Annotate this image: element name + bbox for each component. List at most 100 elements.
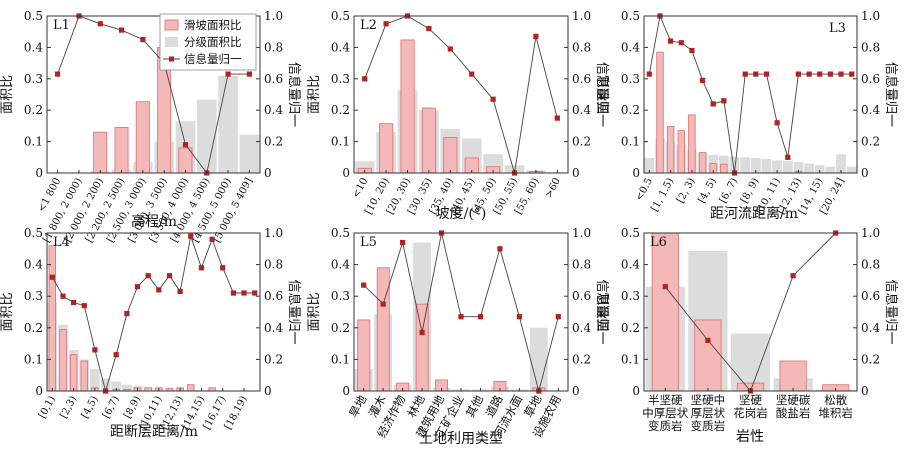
x-axis-title: 距断层距离/m bbox=[110, 423, 198, 440]
landslide-ratio-bars bbox=[656, 51, 803, 174]
landslide-ratio-bar bbox=[48, 245, 56, 392]
info-norm-marker bbox=[849, 71, 855, 77]
left-y-tick-label: 0.4 bbox=[24, 40, 43, 54]
right-y-tick-label: 0.8 bbox=[264, 258, 283, 272]
right-y-tick-label: 0.4 bbox=[264, 103, 283, 117]
landslide-ratio-bar bbox=[720, 163, 728, 174]
left-y-tick-label: 0 bbox=[342, 166, 350, 180]
left-y-axis: 0 0.1 0.2 0.3 0.4 0.5 bbox=[24, 9, 51, 180]
right-y-tick-label: 0 bbox=[572, 384, 580, 398]
right-y-tick-label: 0.2 bbox=[264, 352, 283, 366]
panel-tag: L5 bbox=[360, 235, 377, 250]
right-y-axis: 0 0.2 0.4 0.6 0.8 1.0 bbox=[853, 9, 880, 180]
class-ratio-bar bbox=[825, 166, 836, 173]
right-y-tick-label: 0.4 bbox=[572, 103, 591, 117]
left-y-tick-label: 0.3 bbox=[621, 72, 640, 86]
right-y-tick-label: 0.4 bbox=[861, 321, 880, 335]
info-norm-line bbox=[57, 15, 250, 175]
left-y-axis-title: 面积比 bbox=[0, 292, 15, 331]
info-norm-marker bbox=[426, 26, 432, 32]
class-ratio-bar bbox=[814, 165, 825, 173]
right-y-tick-label: 0.6 bbox=[264, 289, 283, 303]
class-ratio-bars bbox=[47, 302, 260, 391]
info-norm-marker bbox=[490, 96, 496, 102]
legend-label-landslide: 滑坡面积比 bbox=[184, 18, 242, 32]
class-ratio-bar bbox=[750, 157, 761, 173]
class-ratio-bar bbox=[730, 333, 771, 391]
info-norm-marker bbox=[795, 71, 801, 77]
info-norm-marker bbox=[678, 40, 684, 46]
right-y-axis: 0 0.2 0.4 0.6 0.8 1.0 bbox=[256, 226, 283, 398]
landslide-ratio-bar bbox=[357, 319, 371, 392]
right-y-tick-label: 0.6 bbox=[572, 72, 591, 86]
class-ratio-bar bbox=[111, 381, 122, 391]
right-y-tick-label: 0.6 bbox=[861, 72, 880, 86]
legend-swatch-landslide bbox=[164, 19, 179, 31]
landslide-ratio-bar bbox=[688, 114, 696, 174]
right-y-tick-label: 0.6 bbox=[264, 72, 283, 86]
right-y-tick-label: 1.0 bbox=[572, 226, 591, 240]
x-tick-label: [6, 7) bbox=[718, 176, 740, 205]
landslide-ratio-bar bbox=[187, 384, 195, 392]
info-norm-line bbox=[364, 15, 558, 174]
legend-label-info: 信息量归一 bbox=[184, 52, 242, 66]
landslide-ratio-bar bbox=[114, 127, 129, 174]
info-norm-marker bbox=[209, 236, 215, 242]
class-ratio-bar bbox=[804, 163, 814, 173]
right-y-axis-title: 信息量归一 bbox=[594, 279, 610, 344]
x-tick-label-line: 酸盐岩 bbox=[776, 406, 811, 420]
info-norm-marker bbox=[182, 142, 189, 148]
right-y-tick-label: 0.2 bbox=[861, 135, 880, 149]
info-norm-line bbox=[51, 234, 255, 393]
class-ratio-bar bbox=[354, 161, 375, 173]
info-norm-marker bbox=[806, 71, 812, 77]
info-norm-marker bbox=[55, 71, 61, 77]
class-ratio-bar bbox=[836, 154, 846, 173]
left-y-tick-label: 0.2 bbox=[24, 103, 43, 117]
landslide-ratio-bar bbox=[779, 360, 807, 392]
x-tick-label-line: 坚硬碳 bbox=[776, 393, 811, 407]
landslide-ratio-bar bbox=[93, 131, 108, 174]
info-norm-marker bbox=[533, 33, 539, 39]
left-y-axis-title: 面积比 bbox=[0, 75, 15, 114]
x-tick-label: [8, 9) bbox=[739, 176, 761, 205]
left-y-tick-label: 0.2 bbox=[331, 321, 350, 335]
landslide-ratio-bar bbox=[69, 354, 78, 392]
class-ratio-bar bbox=[218, 75, 238, 173]
x-tick-label: 半坚硬中厚层状变质岩 bbox=[642, 393, 688, 433]
left-y-tick-label: 0.1 bbox=[331, 135, 350, 149]
info-norm-marker bbox=[361, 282, 367, 288]
right-y-tick-label: 0 bbox=[264, 384, 272, 398]
x-tick-label: [0,1) bbox=[37, 394, 58, 420]
x-tick-label-line: 中厚层状 bbox=[642, 406, 688, 420]
right-y-tick-label: 0.8 bbox=[861, 258, 880, 272]
landslide-ratio-bar bbox=[400, 39, 415, 174]
legend-label-class: 分级面积比 bbox=[184, 35, 242, 49]
left-y-tick-label: 0.1 bbox=[331, 352, 350, 366]
right-y-axis-title: 信息量归一 bbox=[883, 279, 899, 344]
info-norm-marker bbox=[838, 71, 844, 77]
info-norm-marker bbox=[646, 71, 652, 77]
left-y-tick-label: 0.2 bbox=[621, 321, 640, 335]
class-ratio-bar bbox=[740, 157, 751, 173]
info-norm-marker bbox=[477, 314, 484, 320]
left-y-tick-label: 0.1 bbox=[24, 352, 43, 366]
info-norm-marker bbox=[49, 274, 55, 280]
info-norm-marker bbox=[145, 273, 151, 279]
panel-tag: L3 bbox=[829, 21, 846, 36]
info-norm-marker bbox=[156, 287, 162, 293]
right-y-tick-label: 1.0 bbox=[861, 9, 880, 23]
info-norm-marker bbox=[198, 265, 204, 271]
left-y-tick-label: 0.4 bbox=[621, 258, 640, 272]
class-ratio-bar bbox=[100, 378, 111, 391]
right-y-tick-label: 0.2 bbox=[572, 352, 591, 366]
left-y-axis: 0 0.1 0.2 0.3 0.4 0.5 bbox=[331, 226, 358, 398]
info-norm-marker bbox=[774, 120, 780, 126]
left-y-axis-title: 面积比 bbox=[307, 292, 322, 331]
x-tick-label-line: 坚硬中 bbox=[691, 393, 726, 407]
left-y-tick-label: 0.5 bbox=[621, 226, 640, 240]
panel-tag: L1 bbox=[53, 18, 70, 33]
legend-swatch-class bbox=[165, 37, 178, 47]
